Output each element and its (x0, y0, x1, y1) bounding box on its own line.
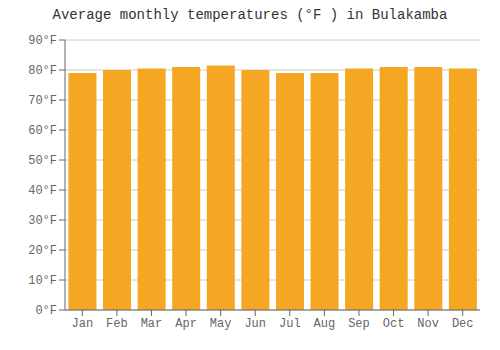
svg-text:May: May (210, 317, 232, 331)
svg-text:40°F: 40°F (28, 184, 57, 198)
svg-text:20°F: 20°F (28, 244, 57, 258)
svg-text:Jul: Jul (279, 317, 301, 331)
svg-text:Nov: Nov (417, 317, 439, 331)
svg-text:50°F: 50°F (28, 154, 57, 168)
svg-text:80°F: 80°F (28, 64, 57, 78)
svg-text:Jan: Jan (71, 317, 93, 331)
svg-text:Oct: Oct (383, 317, 405, 331)
svg-text:60°F: 60°F (28, 124, 57, 138)
svg-text:10°F: 10°F (28, 274, 57, 288)
svg-text:Apr: Apr (175, 317, 197, 331)
svg-text:Jun: Jun (244, 317, 266, 331)
svg-text:0°F: 0°F (35, 304, 57, 318)
svg-text:Aug: Aug (314, 317, 336, 331)
svg-text:Feb: Feb (106, 317, 128, 331)
svg-text:70°F: 70°F (28, 94, 57, 108)
svg-text:Sep: Sep (348, 317, 370, 331)
svg-text:Dec: Dec (452, 317, 474, 331)
svg-text:30°F: 30°F (28, 214, 57, 228)
html-text:Average monthly temperatures (: Average monthly temperatures (°F ) in Bu… (52, 7, 448, 23)
svg-text:90°F: 90°F (28, 34, 57, 48)
svg-text:Mar: Mar (141, 317, 163, 331)
